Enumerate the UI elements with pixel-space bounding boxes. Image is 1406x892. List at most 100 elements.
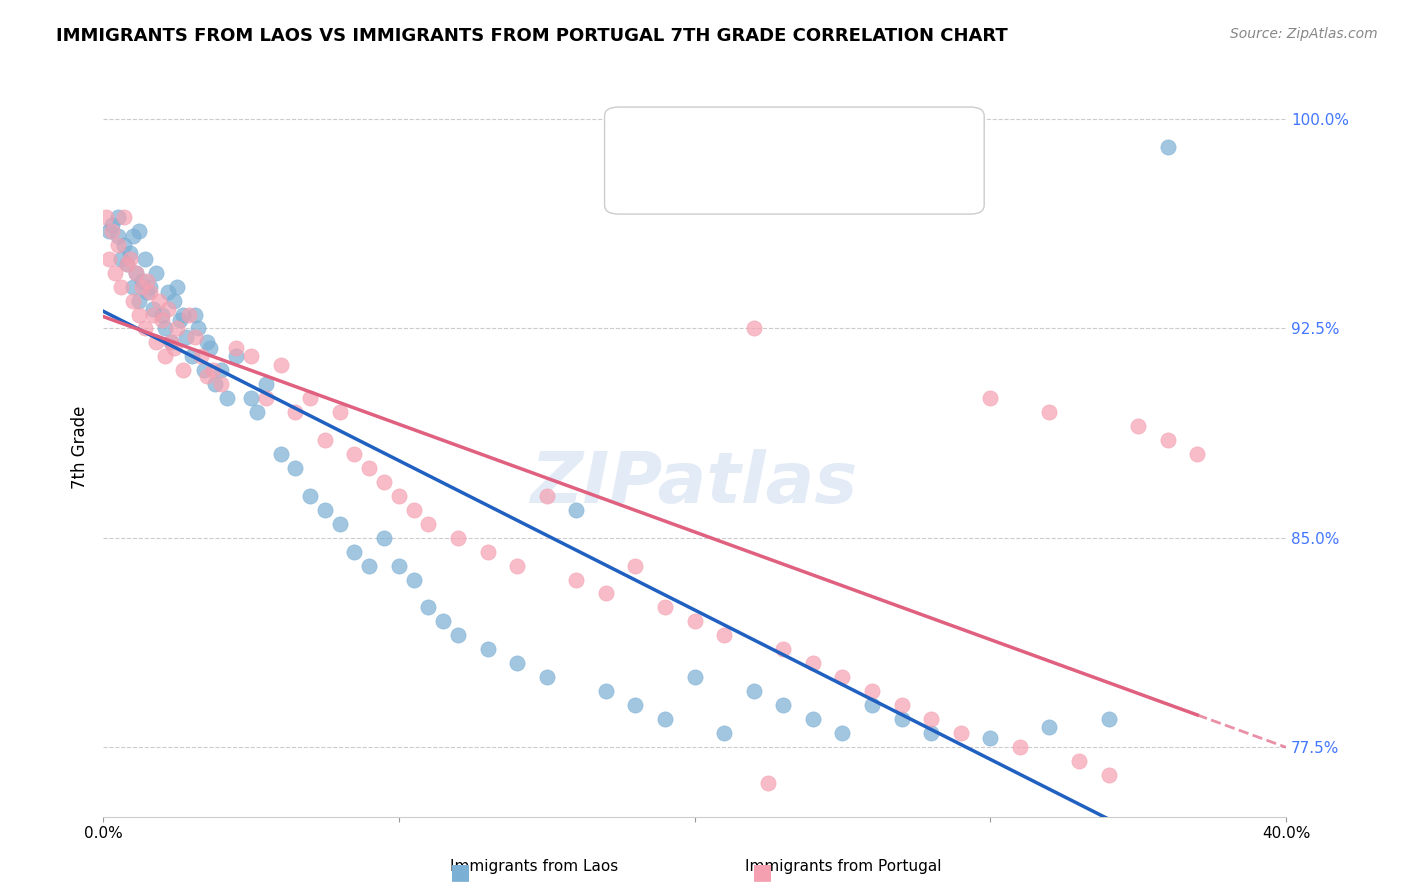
Point (163, 341, 186, 355)
Point (299, 391, 322, 405)
Point (115, 257, 138, 271)
Point (447, 531, 470, 545)
Point (477, 642, 499, 657)
Point (139, 285, 162, 300)
Point (150, 313, 173, 327)
Point (1008, 739, 1031, 754)
Point (145, 335, 167, 350)
Point (890, 712, 912, 726)
Point (209, 363, 232, 377)
Point (101, 219, 124, 233)
Point (204, 377, 226, 392)
Point (254, 391, 277, 405)
Point (801, 656, 824, 670)
Point (107, 210, 129, 224)
Point (166, 321, 188, 335)
Point (240, 391, 263, 405)
Point (225, 341, 247, 355)
Point (477, 544, 499, 558)
Point (98, 252, 121, 266)
Point (373, 531, 395, 545)
Point (1097, 768, 1119, 782)
Text: Immigrants from Laos: Immigrants from Laos (450, 859, 619, 874)
Point (124, 266, 146, 280)
Point (284, 405, 307, 419)
Point (142, 301, 165, 316)
Point (139, 279, 162, 293)
Point (209, 377, 232, 392)
Point (155, 350, 177, 364)
Point (184, 308, 207, 322)
Point (112, 237, 135, 252)
Point (157, 285, 180, 300)
Point (1126, 419, 1149, 434)
Point (1097, 712, 1119, 726)
Point (131, 279, 153, 293)
Point (1156, 140, 1178, 154)
Text: ■: ■ (450, 863, 471, 882)
Point (595, 684, 617, 698)
Point (128, 293, 150, 308)
Point (742, 321, 765, 335)
Point (195, 335, 218, 350)
Point (772, 698, 794, 712)
Point (169, 313, 191, 327)
Text: Immigrants from Portugal: Immigrants from Portugal (745, 859, 942, 874)
Point (110, 252, 132, 266)
Point (118, 246, 141, 260)
Point (110, 279, 132, 293)
Point (402, 573, 425, 587)
Point (177, 308, 200, 322)
Point (683, 670, 706, 684)
Point (979, 391, 1001, 405)
Point (860, 684, 883, 698)
Point (299, 489, 322, 503)
Point (166, 279, 188, 293)
Point (402, 502, 425, 516)
Point (565, 573, 588, 587)
Point (860, 698, 883, 712)
Point (713, 628, 735, 642)
Point (418, 516, 440, 531)
Point (359, 461, 381, 475)
Point (373, 475, 395, 489)
Text: ■: ■ (640, 128, 661, 148)
Point (1156, 433, 1178, 447)
Point (150, 308, 173, 322)
Point (801, 712, 824, 726)
Point (388, 489, 411, 503)
Point (536, 670, 558, 684)
Text: IMMIGRANTS FROM LAOS VS IMMIGRANTS FROM PORTUGAL 7TH GRADE CORRELATION CHART: IMMIGRANTS FROM LAOS VS IMMIGRANTS FROM … (56, 27, 1008, 45)
Point (284, 461, 307, 475)
Point (225, 350, 247, 364)
Point (742, 684, 765, 698)
Point (624, 558, 647, 573)
Point (160, 335, 183, 350)
Point (118, 252, 141, 266)
Point (160, 335, 183, 350)
Point (772, 642, 794, 657)
Point (447, 628, 470, 642)
Point (131, 274, 153, 288)
Point (128, 308, 150, 322)
Point (101, 224, 124, 238)
Point (172, 363, 194, 377)
Point (187, 321, 209, 335)
Text: ■: ■ (752, 863, 773, 882)
Point (432, 615, 454, 629)
Point (949, 726, 972, 740)
Point (98, 224, 121, 238)
Point (121, 279, 143, 293)
Point (758, 776, 780, 790)
Text: Source: ZipAtlas.com: Source: ZipAtlas.com (1230, 27, 1378, 41)
Point (190, 350, 212, 364)
Point (128, 224, 150, 238)
Point (654, 600, 676, 615)
Point (145, 266, 167, 280)
Point (134, 252, 156, 266)
Point (112, 210, 135, 224)
Point (506, 656, 529, 670)
Point (624, 698, 647, 712)
Point (314, 502, 336, 516)
Point (121, 229, 143, 244)
